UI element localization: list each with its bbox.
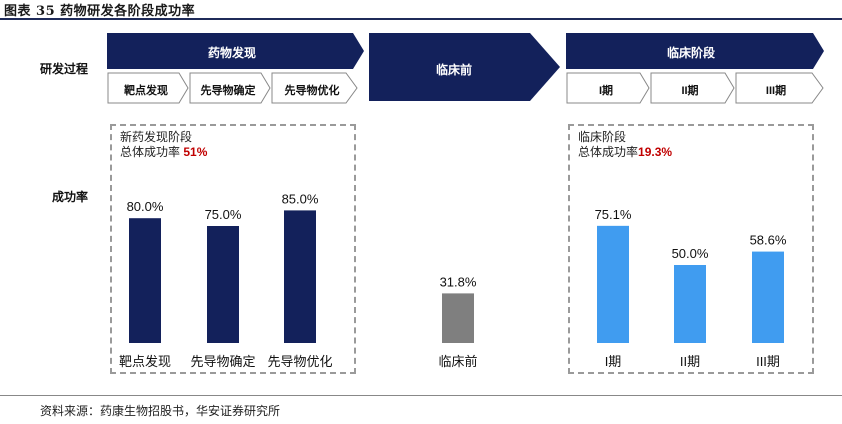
step-arrow-lead-id — [189, 72, 271, 104]
category-label-4: I期 — [605, 354, 622, 369]
bar-value-label-5: 50.0% — [672, 246, 709, 261]
bottom-divider — [0, 395, 842, 396]
discovery-phase-arrow — [107, 33, 364, 69]
category-label-3: 临床前 — [438, 354, 477, 369]
bar-6 — [752, 251, 784, 343]
bar-2 — [284, 210, 316, 343]
top-divider — [0, 18, 842, 20]
discovery-phase-title: 药物发现 — [207, 46, 256, 60]
step-arrow-phase2 — [650, 72, 735, 104]
preclinical-phase-arrow — [369, 33, 560, 101]
discovery-box-line1: 新药发现阶段 — [120, 130, 193, 144]
bar-value-label-4: 75.1% — [595, 207, 632, 222]
bar-value-label-0: 80.0% — [127, 199, 164, 214]
discovery-box-line2: 总体成功率 51% — [120, 145, 208, 159]
row-label-process: 研发过程 — [40, 62, 89, 76]
clinical-box-label: 临床阶段 总体成功率19.3% — [578, 130, 672, 160]
step-phase1-label: I期 — [598, 85, 614, 97]
category-label-1: 先导物确定 — [190, 354, 255, 369]
category-label-5: II期 — [680, 354, 700, 369]
category-label-6: III期 — [756, 354, 780, 369]
bar-4 — [597, 225, 629, 343]
figure-title: 图表 35 药物研发各阶段成功率 — [4, 4, 196, 19]
clinical-group-box — [568, 124, 814, 374]
bar-1 — [207, 226, 239, 343]
step-arrow-lead-opt — [271, 72, 358, 104]
discovery-group-box — [110, 124, 356, 374]
discovery-box-label: 新药发现阶段 总体成功率 51% — [120, 130, 207, 160]
step-lead-id-label: 先导物确定 — [200, 85, 256, 97]
bar-value-label-6: 58.6% — [750, 233, 787, 248]
step-phase3-label: III期 — [765, 85, 787, 97]
category-label-2: 先导物优化 — [267, 354, 332, 369]
clinical-box-line2: 总体成功率19.3% — [578, 145, 673, 159]
bar-value-label-3: 31.8% — [440, 274, 477, 289]
discovery-overall-rate: 51% — [183, 145, 208, 159]
step-arrow-phase1 — [566, 72, 650, 104]
clinical-phase-title: 临床阶段 — [666, 46, 715, 60]
clinical-overall-rate: 19.3% — [638, 145, 673, 159]
clinical-box-line1: 临床阶段 — [578, 130, 627, 144]
bar-value-label-1: 75.0% — [205, 207, 242, 222]
step-arrow-phase3 — [735, 72, 824, 104]
step-arrow-target — [107, 72, 189, 104]
bar-value-label-2: 85.0% — [282, 191, 319, 206]
source-note: 资料来源：药康生物招股书，华安证券研究所 — [40, 404, 281, 418]
step-phase2-label: II期 — [681, 85, 699, 97]
preclinical-phase-title: 临床前 — [435, 63, 472, 77]
step-lead-opt-label: 先导物优化 — [284, 85, 340, 97]
bar-3 — [442, 293, 474, 343]
bar-5 — [674, 265, 706, 343]
bar-0 — [129, 218, 161, 343]
clinical-phase-arrow — [566, 33, 824, 69]
step-target-label: 靶点发现 — [124, 85, 168, 97]
category-label-0: 靶点发现 — [119, 354, 171, 369]
row-label-rate: 成功率 — [52, 190, 89, 204]
